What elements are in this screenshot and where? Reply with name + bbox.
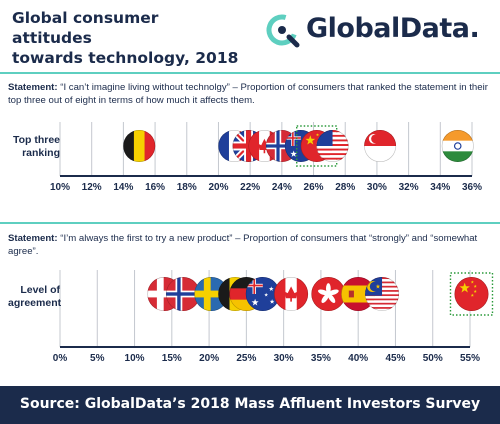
chart-2-tick-label: 5% [90, 353, 105, 364]
chart-1-tick-label: 28% [335, 182, 355, 193]
chart-2-tick-label: 20% [199, 353, 219, 364]
statement-2-quote: “I’m always the first to try a new produ… [60, 233, 233, 244]
chart-2-plot: 0% 5% 10% 15% 20% 25% 30% 35% 40% 45% 50% 55% [53, 270, 494, 364]
statement-1-prefix: Statement: [8, 82, 58, 93]
header: Global consumer attitudes towards techno… [0, 0, 500, 67]
statement-1-rest: – Proportion of consumers that ranked th… [8, 82, 488, 106]
chart-1-row-label: Top three ranking [8, 134, 60, 160]
statement-2: Statement: “I’m always the first to try … [8, 232, 494, 258]
chart-1-tick-label: 18% [177, 182, 197, 193]
chart-1-row-label-line-2: ranking [22, 147, 60, 159]
flag-malaysia-icon [365, 276, 400, 312]
chart-1-tick-label: 10% [50, 182, 70, 193]
chart-2: Level of agreement 0% 5% 10% 15% 20% 25% 30% 35… [0, 262, 500, 372]
statement-2-prefix: Statement: [8, 233, 58, 244]
chart-2-tick-label: 45% [385, 353, 405, 364]
chart-1-row-label-line-1: Top three [12, 134, 60, 146]
flag-canada-icon [274, 276, 309, 312]
footer: Source: GlobalData’s 2018 Mass Affluent … [0, 386, 500, 424]
chart-1-tick-label: 24% [272, 182, 292, 193]
chart-2-tick-label: 35% [311, 353, 331, 364]
chart-1-tick-label: 34% [430, 182, 450, 193]
chart-2-highlight-box [449, 272, 494, 316]
chart-1-tick-label: 26% [304, 182, 324, 193]
chart-2-tick-label: 25% [236, 353, 256, 364]
chart-2-tick-label: 30% [274, 353, 294, 364]
chart-1-tick-label: 22% [240, 182, 260, 193]
chart-2-tick-label: 0% [53, 353, 68, 364]
chart-1-tick-label: 12% [82, 182, 102, 193]
chart-1-tick-label: 14% [113, 182, 133, 193]
chart-1: Top three ranking 10% 12% 14% 16% 18% 20% 22% 2… [0, 118, 500, 200]
chart-1-tick-label: 30% [367, 182, 387, 193]
flag-singapore-icon [364, 130, 397, 162]
chart-1-tick-label: 36% [462, 182, 482, 193]
flag-india-icon [441, 130, 474, 162]
divider-top [0, 72, 500, 74]
chart-1-plot: 10% 12% 14% 16% 18% 20% 22% 24% 26% 28% 30% 32% 34% 3… [50, 122, 482, 193]
chart-1-tick-label: 32% [399, 182, 419, 193]
chart-2-tick-label: 10% [125, 353, 145, 364]
chart-1-tick-label: 16% [145, 182, 165, 193]
chart-2-row-label-line-1: Level of [20, 284, 60, 296]
page-title: Global consumer attitudes towards techno… [12, 8, 242, 68]
chart-1-tick-label: 20% [208, 182, 228, 193]
globaldata-logo: GlobalData. [262, 10, 494, 50]
statement-2-rest: – Proportion of consumers that “strongly… [8, 233, 478, 257]
title-line-1: Global consumer attitudes [12, 9, 159, 47]
chart-2-tick-label: 50% [423, 353, 443, 364]
globaldata-logo-icon [266, 14, 300, 48]
title-line-2: towards technology, 2018 [12, 49, 239, 67]
source-note: Source: GlobalData’s 2018 Mass Affluent … [19, 396, 481, 412]
chart-2-tick-label: 55% [460, 353, 480, 364]
divider-middle [0, 222, 500, 224]
chart-2-tick-label: 40% [348, 353, 368, 364]
chart-2-row-label-line-2: agreement [8, 297, 62, 309]
chart-2-row-label: Level of agreement [8, 284, 62, 310]
flag-china-icon [454, 276, 489, 312]
globaldata-logo-text: GlobalData. [306, 13, 480, 44]
statement-1-quote: “I can’t imagine living without technolg… [60, 82, 230, 93]
flag-hongkong-icon [311, 276, 346, 312]
chart-2-tick-label: 15% [162, 353, 182, 364]
statement-1: Statement: “I can’t imagine living witho… [8, 81, 494, 107]
flag-belgium-icon [123, 130, 156, 162]
